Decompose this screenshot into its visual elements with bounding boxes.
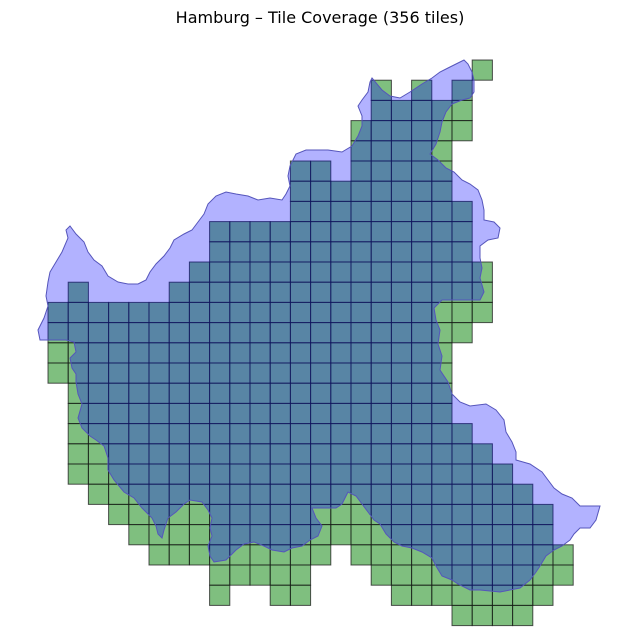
tile [128, 524, 150, 546]
tile [390, 544, 413, 566]
tile [168, 524, 190, 546]
tile [330, 524, 352, 546]
tile [269, 564, 291, 586]
tile [431, 584, 453, 606]
tile [188, 544, 211, 566]
tile [209, 584, 231, 606]
hamburg-boundary [37, 59, 601, 593]
tile [390, 584, 413, 606]
tile [249, 564, 271, 586]
tile [370, 544, 392, 566]
tile [532, 584, 554, 606]
tile [390, 564, 413, 586]
tile [411, 564, 433, 586]
tile [148, 544, 170, 566]
tile [87, 483, 110, 505]
tile [451, 120, 473, 142]
tile [552, 564, 574, 586]
tile [87, 463, 110, 485]
tile [229, 564, 251, 586]
tile [471, 604, 493, 627]
tile [350, 544, 372, 566]
tile [411, 584, 433, 606]
tile [310, 544, 332, 566]
tile [67, 443, 89, 465]
tile [289, 584, 312, 606]
tile [451, 301, 473, 324]
tile [47, 342, 69, 364]
tile [471, 301, 493, 324]
tile [512, 604, 534, 627]
tile [269, 584, 291, 606]
tile [289, 564, 312, 586]
tile [188, 524, 211, 546]
tile [168, 544, 190, 566]
tile [350, 524, 372, 546]
tile [47, 362, 69, 384]
tile [108, 503, 130, 526]
tile [451, 322, 473, 344]
tile [209, 564, 231, 586]
tile [471, 59, 493, 81]
tile-grid [47, 59, 574, 627]
tile [491, 604, 514, 627]
tile [451, 604, 473, 627]
tile [67, 463, 89, 485]
tile [370, 564, 392, 586]
tile [451, 99, 473, 122]
map-title: Hamburg – Tile Coverage (356 tiles) [175, 8, 465, 27]
